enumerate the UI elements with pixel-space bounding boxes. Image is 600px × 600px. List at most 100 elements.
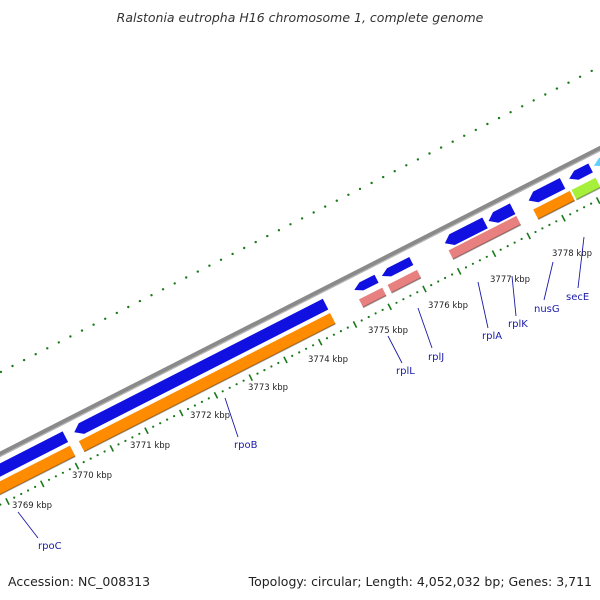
cds-forward-rpoC (0, 431, 69, 477)
outer-tick-dot (300, 217, 304, 220)
small-feature (593, 157, 600, 166)
inner-tick-dot (263, 369, 266, 372)
inner-tick-dot (346, 326, 349, 329)
inner-tick-dot (61, 471, 64, 474)
backbone-highlight (0, 150, 600, 458)
accession-label: Accession: (8, 574, 75, 589)
inner-tick-dot (374, 312, 377, 315)
length-value: 4,052,032 bp (416, 574, 501, 589)
inner-tick-dot (68, 468, 71, 471)
outer-tick-dot (0, 370, 3, 374)
inner-tick-dot (96, 454, 99, 457)
gene-label-nusG: nusG (534, 304, 560, 315)
inner-tick-dot (298, 351, 301, 354)
inner-tick-dash (491, 250, 497, 258)
gene-label-rplJ: rplJ (428, 352, 444, 363)
inner-tick-dash (352, 321, 358, 328)
gene-leader-secE (577, 236, 585, 289)
cds-forward-nusG (528, 178, 566, 203)
inner-tick-dot (89, 457, 92, 460)
inner-tick-dot (541, 227, 544, 230)
scale-label-3772-kbp: 3772 kbp (190, 411, 230, 421)
outer-tick-dot (161, 288, 165, 291)
inner-tick-dot (534, 230, 537, 234)
genome-summary: Topology: circular; Length: 4,052,032 bp… (248, 574, 592, 589)
inner-tick-dot (478, 259, 481, 262)
inner-tick-dot (451, 273, 454, 276)
outer-tick-dot (521, 105, 524, 108)
outer-tick-dot (173, 282, 176, 285)
highlight-gene-secE (571, 177, 600, 200)
gene-label-rpoC: rpoC (38, 541, 62, 552)
inner-tick-dash (387, 303, 393, 311)
cds-reverse-rpoB (78, 313, 336, 452)
scale-labels: 3769 kbp 3770 kbp 3771 kbp 3772 kbp 3773 kbp… (12, 249, 592, 511)
outer-tick-dot (289, 223, 292, 226)
inner-tick-dot (173, 415, 176, 418)
inner-tick-dot (103, 450, 106, 453)
scale-label-3774-kbp: 3774 kbp (308, 355, 348, 365)
outer-tick-dot (11, 364, 14, 368)
cds-forward-rpoB (74, 298, 329, 434)
outer-tick-dot (104, 317, 107, 320)
inner-tick-dot (291, 354, 294, 357)
inner-tick-dot (152, 425, 155, 428)
inner-tick-dot (325, 337, 329, 340)
outer-tick-dot (22, 358, 26, 362)
scale-label-3776-kbp: 3776 kbp (428, 301, 468, 311)
inner-tick-dot (339, 330, 342, 333)
inner-tick-dash (526, 232, 532, 240)
outer-tick-dot (497, 116, 501, 120)
cds-reverse-nusG-edge (537, 200, 576, 220)
inner-tick-dash (595, 197, 600, 205)
inner-tick-dot (590, 202, 593, 205)
outer-tick-dot (382, 175, 385, 179)
inner-tick-dot (402, 298, 405, 301)
outer-tick-dot (532, 99, 535, 102)
inner-tick-dot (569, 213, 572, 216)
outer-tick-dot (57, 341, 60, 344)
cds-reverse-rpoC (0, 445, 76, 495)
gene-label-rplL: rplL (396, 366, 415, 377)
inner-tick-dot (228, 386, 231, 389)
inner-tick-dot (576, 209, 579, 212)
rna-feature-rplA-rplK (448, 215, 521, 260)
inner-tick-dot (367, 315, 370, 319)
scale-label-3771-kbp: 3771 kbp (130, 441, 170, 451)
inner-tick-dot (305, 347, 308, 350)
inner-tick-dot (256, 372, 259, 375)
inner-tick-dot (360, 319, 363, 322)
inner-tick-dot (270, 365, 273, 368)
genes-label: Genes: (508, 574, 553, 589)
inner-tick-dot (471, 262, 474, 265)
inner-tick-dot (13, 496, 16, 499)
inner-tick-dot (395, 301, 398, 304)
cds-forward-rplA (444, 217, 488, 245)
inner-tick-dot (186, 407, 190, 411)
outer-tick-dot (266, 234, 269, 238)
inner-tick-dot (34, 485, 37, 488)
cds-forward-rplL (354, 274, 379, 291)
outer-tick-dot (451, 140, 454, 143)
accession-info: Accession: NC_008313 (8, 574, 150, 589)
scale-label-3777-kbp: 3777 kbp (490, 275, 530, 285)
inner-tick-dot (138, 432, 141, 435)
outer-tick-dot (127, 305, 130, 309)
inner-tick-dash (109, 444, 115, 452)
outer-tick-dot (347, 193, 350, 196)
scale-label-3773-kbp: 3773 kbp (248, 383, 288, 393)
inner-tick-dash (144, 427, 149, 435)
cds-reverse-nusG (533, 190, 575, 220)
gene-label-rplK: rplK (508, 319, 528, 330)
inner-tick-dot (242, 379, 245, 382)
outer-tick-dot (405, 164, 408, 167)
gene-leader-rplK (511, 275, 517, 317)
outer-tick-ring (0, 69, 593, 374)
outer-tick-dot (567, 81, 570, 84)
inner-tick-dot (409, 294, 412, 297)
cds-reverse-rpoC-edge (0, 455, 76, 496)
inner-tick-dot (221, 390, 224, 393)
outer-tick-dot (463, 134, 466, 137)
outer-tick-dot (555, 87, 559, 90)
